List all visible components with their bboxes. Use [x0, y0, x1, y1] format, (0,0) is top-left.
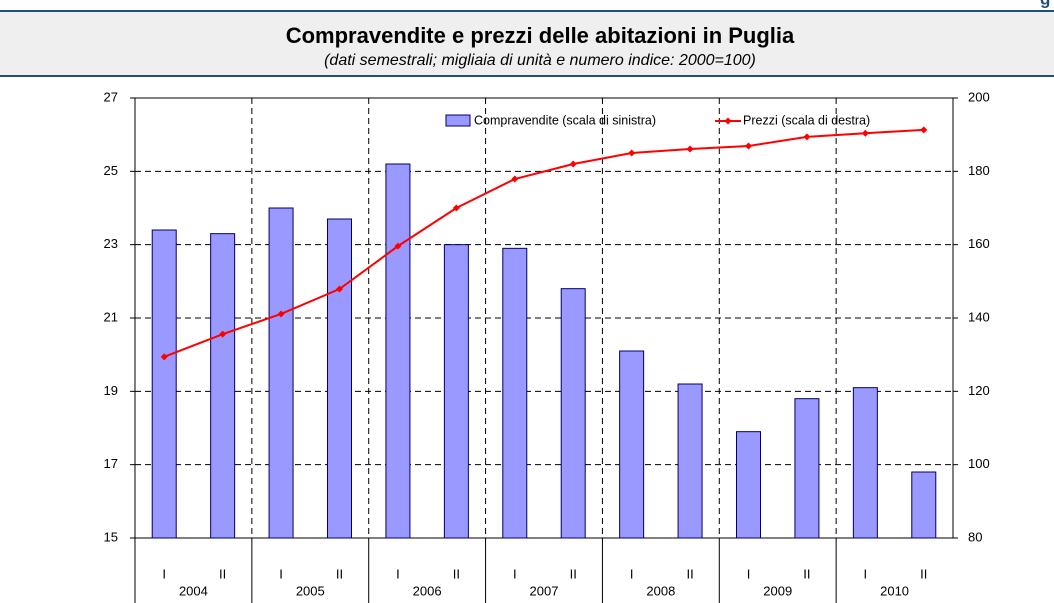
bar — [327, 218, 352, 539]
bar — [736, 431, 761, 539]
line-marker — [745, 142, 752, 150]
group-label: 2010 — [880, 583, 909, 598]
x-tick-label: II — [336, 566, 343, 581]
legend-label: Prezzi (scala di destra) — [743, 113, 870, 127]
y2-tick-label: 200 — [968, 89, 990, 104]
x-tick-label: II — [453, 566, 460, 581]
line-marker — [628, 149, 636, 157]
bar — [385, 163, 411, 539]
x-tick-label: II — [570, 566, 577, 581]
y2-tick-label: 100 — [968, 456, 990, 471]
x-tick-label: I — [630, 566, 634, 581]
line-marker — [277, 310, 285, 318]
bar — [443, 244, 469, 539]
bar — [268, 207, 294, 539]
x-tick-label: I — [864, 566, 868, 581]
line — [163, 128, 924, 358]
x-tick-label: I — [513, 566, 517, 581]
x-tick-label: I — [747, 566, 751, 581]
bar — [852, 387, 878, 539]
x-tick-label: I — [396, 566, 400, 581]
line-marker — [160, 353, 168, 361]
y-tick-label: 15 — [104, 529, 118, 544]
y2-tick-label: 160 — [968, 236, 990, 251]
chart-subtitle: (dati semestrali; migliaia di unità e nu… — [324, 52, 756, 69]
line-marker — [920, 126, 928, 134]
y-tick-label: 19 — [104, 383, 118, 398]
group-label: 2004 — [179, 583, 208, 598]
line-marker — [394, 242, 402, 250]
y2-tick-label: 180 — [968, 163, 990, 178]
line-marker — [686, 145, 694, 153]
y-tick-label: 21 — [104, 309, 118, 324]
header-fragment: g — [1040, 0, 1050, 8]
x-tick-label: II — [686, 566, 693, 581]
legend-marker — [724, 117, 732, 125]
x-tick-label: II — [219, 566, 226, 581]
line-marker — [336, 285, 343, 293]
y-tick-label: 25 — [104, 163, 118, 178]
bar — [677, 383, 703, 539]
y2-tick-label: 120 — [968, 383, 990, 398]
group-label: 2008 — [646, 583, 675, 598]
bar — [151, 229, 177, 539]
chart-title: Compravendite e prezzi delle abitazioni … — [286, 23, 795, 48]
line-marker — [511, 175, 519, 183]
line-marker — [803, 133, 811, 141]
y-tick-label: 27 — [104, 89, 118, 104]
bar — [210, 233, 236, 539]
x-tick-label: I — [279, 566, 283, 581]
legend-swatch — [445, 114, 471, 127]
y-tick-label: 17 — [104, 456, 118, 471]
x-tick-label: II — [920, 566, 927, 581]
bar — [560, 288, 586, 539]
group-label: 2007 — [530, 583, 559, 598]
x-tick-label: I — [162, 566, 166, 581]
bar — [619, 350, 645, 539]
line-marker — [452, 204, 460, 212]
line-marker — [569, 160, 577, 168]
y2-tick-label: 140 — [968, 309, 990, 324]
line-marker — [219, 330, 227, 338]
group-label: 2005 — [296, 583, 325, 598]
y2-tick-label: 80 — [968, 529, 982, 544]
line-marker — [861, 129, 869, 137]
title-band — [0, 12, 1054, 75]
legend-label: Compravendite (scala di sinistra) — [474, 113, 656, 127]
bar — [794, 398, 820, 539]
group-label: 2006 — [413, 583, 442, 598]
bar — [502, 247, 528, 539]
bar — [911, 471, 937, 539]
group-label: 2009 — [763, 583, 792, 598]
x-tick-label: II — [803, 566, 810, 581]
y-tick-label: 23 — [104, 236, 118, 251]
